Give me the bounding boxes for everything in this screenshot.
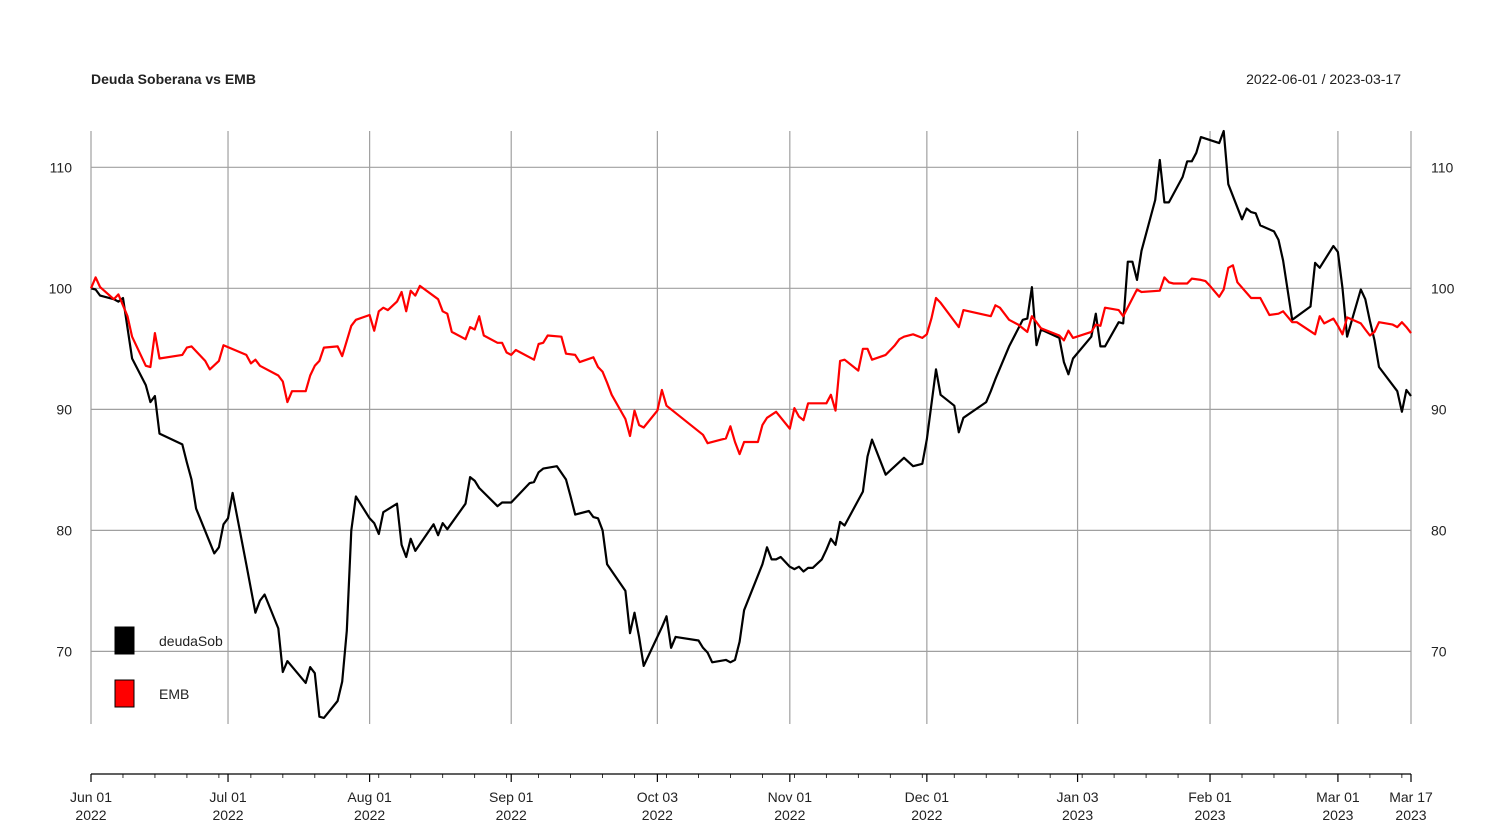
x-tick-label: Aug 01 [347, 789, 392, 805]
y-tick-label-right: 110 [1431, 159, 1454, 175]
y-tick-label-right: 80 [1431, 522, 1447, 538]
x-axis: Jun 01 2022 Jul 01 2022 Aug 01 2022 Sep 01 2022… [70, 773, 1433, 823]
x-tick-label: Sep 01 [489, 789, 534, 805]
series-lines [89, 129, 1412, 720]
x-tick-label: Feb 01 [1188, 789, 1232, 805]
x-tick-label: Nov 01 [768, 789, 813, 805]
chart-title: Deuda Soberana vs EMB [91, 71, 256, 87]
y-tick-label-left: 100 [49, 280, 73, 296]
series-line-EMB [89, 264, 1412, 456]
y-tick-label-left: 90 [56, 401, 72, 417]
x-tick-year-label: 2022 [354, 807, 385, 823]
series-line-deudaSob [90, 129, 1412, 720]
x-tick-year-label: 2022 [774, 807, 805, 823]
x-tick-year-label: 2023 [1062, 807, 1093, 823]
legend-label-deudaSob: deudaSob [159, 633, 223, 649]
y-axis-left: 70 80 90 100 110 [49, 159, 73, 659]
y-tick-label-right: 100 [1431, 280, 1455, 296]
x-tick-label: Jul 01 [209, 789, 247, 805]
x-tick-year-label: 2022 [75, 807, 106, 823]
x-tick-year-label: 2022 [642, 807, 673, 823]
legend-swatch-EMB [114, 679, 135, 708]
x-tick-label: Mar 01 [1316, 789, 1360, 805]
x-tick-year-label: 2023 [1395, 807, 1426, 823]
y-tick-label-right: 70 [1431, 643, 1447, 659]
legend: deudaSob EMB [114, 626, 223, 708]
x-tick-label: Mar 17 [1389, 789, 1433, 805]
grid [90, 131, 1412, 724]
x-tick-year-label: 2022 [212, 807, 243, 823]
x-tick-year-label: 2023 [1322, 807, 1353, 823]
y-tick-label-left: 70 [56, 643, 72, 659]
x-tick-year-label: 2022 [911, 807, 942, 823]
x-tick-label: Oct 03 [637, 789, 678, 805]
x-tick-year-label: 2022 [496, 807, 527, 823]
y-tick-label-left: 80 [56, 522, 72, 538]
x-tick-year-label: 2023 [1194, 807, 1225, 823]
legend-swatch-deudaSob [114, 626, 135, 655]
x-tick-label: Dec 01 [905, 789, 950, 805]
legend-label-EMB: EMB [159, 686, 189, 702]
y-tick-label-left: 110 [50, 159, 73, 175]
date-range-label: 2022-06-01 / 2023-03-17 [1246, 71, 1401, 87]
y-tick-label-right: 90 [1431, 401, 1447, 417]
y-axis-right: 70 80 90 100 110 [1431, 159, 1455, 659]
x-tick-label: Jun 01 [70, 789, 112, 805]
x-tick-label: Jan 03 [1057, 789, 1099, 805]
